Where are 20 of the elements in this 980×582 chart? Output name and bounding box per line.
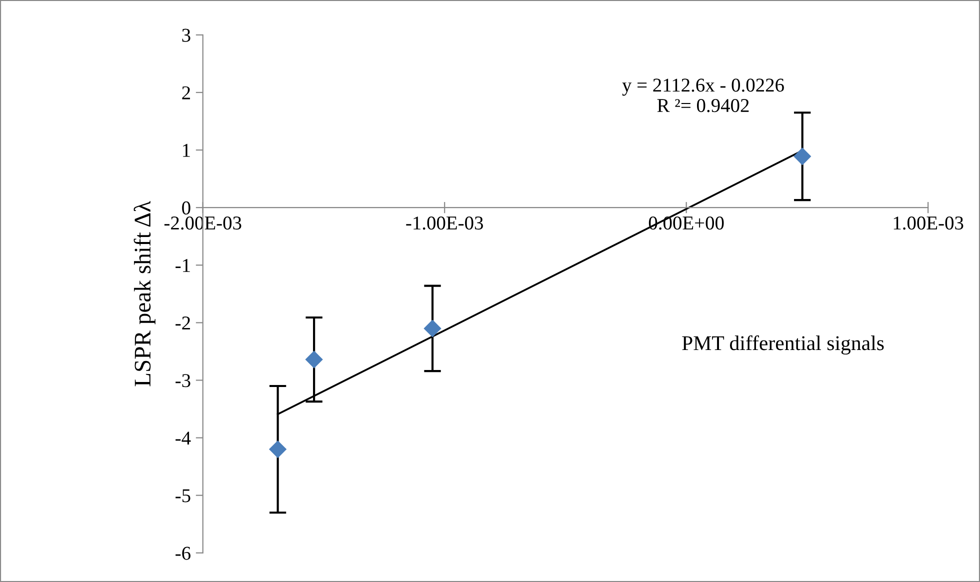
point xyxy=(794,148,811,165)
y-tick-label: -5 xyxy=(176,489,190,502)
annotation: y = 2112.6x - 0.0226 R ²= 0.9402 xyxy=(622,78,784,112)
x-tick-label: 1.00E-03 xyxy=(894,216,964,230)
x-tick-label: -2.00E-03 xyxy=(164,216,242,230)
y-tick-label: -1 xyxy=(176,259,190,272)
y-axis-title: LSPR peak shift Δλ xyxy=(134,201,156,386)
x-tick-label: -1.00E-03 xyxy=(406,216,483,230)
point xyxy=(306,350,323,368)
y-tick-label: -4 xyxy=(176,432,191,445)
y-tick-label: 2 xyxy=(182,86,190,100)
y-tick-label: 3 xyxy=(182,28,190,42)
y-tick-label: -3 xyxy=(176,374,190,388)
point xyxy=(269,440,286,458)
y-tick-label: 1 xyxy=(183,144,190,157)
y-tick-label: 0 xyxy=(182,201,190,215)
point xyxy=(424,320,442,337)
x-axis-title: PMT differential signals xyxy=(682,335,884,355)
y-tick-label: -2 xyxy=(176,316,190,330)
y-tick-label: -6 xyxy=(176,546,190,560)
